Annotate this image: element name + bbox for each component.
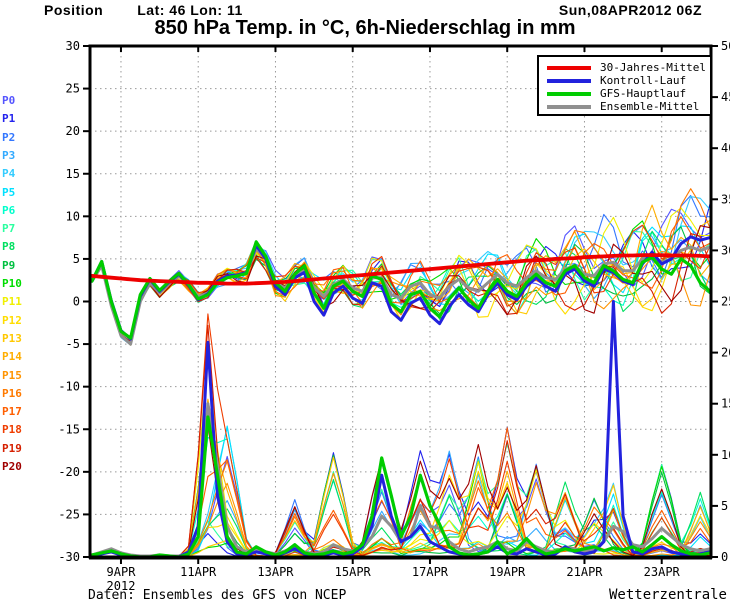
x-tick-label: 9APR (107, 565, 137, 579)
member-label-P6: P6 (2, 203, 16, 217)
left-axis-label: 20 (66, 124, 80, 138)
member-label-P1: P1 (2, 112, 16, 126)
right-axis-label: 25 (721, 295, 730, 309)
left-axis-label: -10 (58, 380, 80, 394)
member-label-P17: P17 (2, 405, 22, 419)
position-label: Position (44, 2, 104, 18)
member-label-P19: P19 (2, 441, 22, 455)
temp-line-30year-mean (91, 253, 710, 286)
legend-row-ensmean: Ensemble-Mittel (547, 100, 710, 113)
mean30y-line-swatch (547, 65, 591, 70)
x-tick-label: 21APR (566, 565, 603, 579)
right-axis-label: 30 (721, 243, 730, 257)
right-axis-label: 0 (721, 550, 728, 564)
left-axis-label: 15 (66, 167, 80, 181)
left-axis-label: 10 (66, 209, 80, 223)
legend-row-control: Kontroll-Lauf (547, 74, 710, 87)
left-axis-label: -20 (58, 465, 80, 479)
member-label-P16: P16 (2, 386, 22, 400)
left-axis-label: 25 (66, 82, 80, 96)
x-tick-year-label: 2012 (107, 579, 136, 593)
x-tick-label: 13APR (257, 565, 294, 579)
left-axis-label: -25 (58, 507, 80, 521)
legend-label: Ensemble-Mittel (600, 100, 700, 113)
x-tick-label: 17APR (412, 565, 449, 579)
temp-line-main-run (91, 240, 710, 340)
right-axis-label: 40 (721, 141, 730, 155)
member-label-P10: P10 (2, 277, 22, 290)
precip-line-P14 (108, 398, 710, 556)
member-label-P13: P13 (2, 331, 22, 345)
member-label-P20: P20 (2, 460, 22, 473)
member-label-P9: P9 (2, 258, 16, 272)
control-line-swatch (547, 78, 591, 83)
legend-label: GFS-Hauptlauf (600, 87, 687, 100)
lat-lon-value: Lat: 46 Lon: 11 (137, 2, 243, 18)
member-label-P8: P8 (2, 240, 16, 254)
right-axis-label: 45 (721, 90, 730, 104)
member-label-P4: P4 (2, 167, 16, 181)
legend-label: 30-Jahres-Mittel (600, 61, 706, 74)
axes: 302520151050-5-10-15-20-25-3050454035302… (58, 39, 730, 593)
legend-row-mean30y: 30-Jahres-Mittel (547, 61, 710, 74)
x-tick-label: 15APR (335, 565, 372, 579)
left-axis-label: -5 (66, 337, 80, 351)
member-label-P0: P0 (2, 94, 16, 107)
run-datetime: Sun,08APR2012 06Z (558, 2, 702, 18)
right-axis-label: 20 (721, 346, 730, 360)
member-label-P3: P3 (2, 148, 16, 162)
legend-row-mainrun: GFS-Hauptlauf (547, 87, 710, 100)
curves (91, 188, 710, 556)
precip-line-control-run (91, 300, 710, 556)
member-label-P2: P2 (2, 130, 16, 144)
member-label-P18: P18 (2, 423, 22, 437)
right-axis-label: 35 (721, 192, 730, 206)
position-header: Position Lat: 46 Lon: 11 (44, 2, 243, 18)
legend: 30-Jahres-Mittel Kontroll-Lauf GFS-Haupt… (537, 55, 712, 116)
x-tick-label: 23APR (644, 565, 681, 579)
member-label-P5: P5 (2, 185, 16, 199)
x-tick-label: 11APR (180, 565, 217, 579)
temp-line-P15 (91, 246, 710, 345)
left-axis-label: 5 (73, 252, 80, 266)
legend-label: Kontroll-Lauf (600, 74, 687, 87)
precip-line-main-run (91, 415, 710, 556)
member-label-P11: P11 (2, 295, 22, 309)
left-axis-label: 0 (73, 295, 80, 309)
x-tick-label: 19APR (489, 565, 526, 579)
member-label-P14: P14 (2, 350, 22, 364)
left-axis-label: 30 (66, 39, 80, 53)
member-label-P7: P7 (2, 222, 16, 236)
right-axis-label: 5 (721, 499, 728, 513)
left-axis-label: -30 (58, 550, 80, 564)
ensmean-line-swatch (547, 104, 591, 109)
member-label-P12: P12 (2, 313, 22, 327)
right-axis-label: 50 (721, 39, 730, 53)
right-axis-label: 15 (721, 397, 730, 411)
brand-name: Wetterzentrale (608, 587, 727, 603)
right-axis-label: 10 (721, 448, 730, 462)
left-axis-label: -15 (58, 422, 80, 436)
member-label-P15: P15 (2, 368, 22, 382)
chart-title: 850 hPa Temp. in °C, 6h-Niederschlag in … (154, 17, 576, 39)
mainrun-line-swatch (547, 91, 591, 96)
precip-line-P18 (107, 313, 710, 556)
data-source-note: Daten: Ensembles des GFS von NCEP (88, 588, 347, 603)
